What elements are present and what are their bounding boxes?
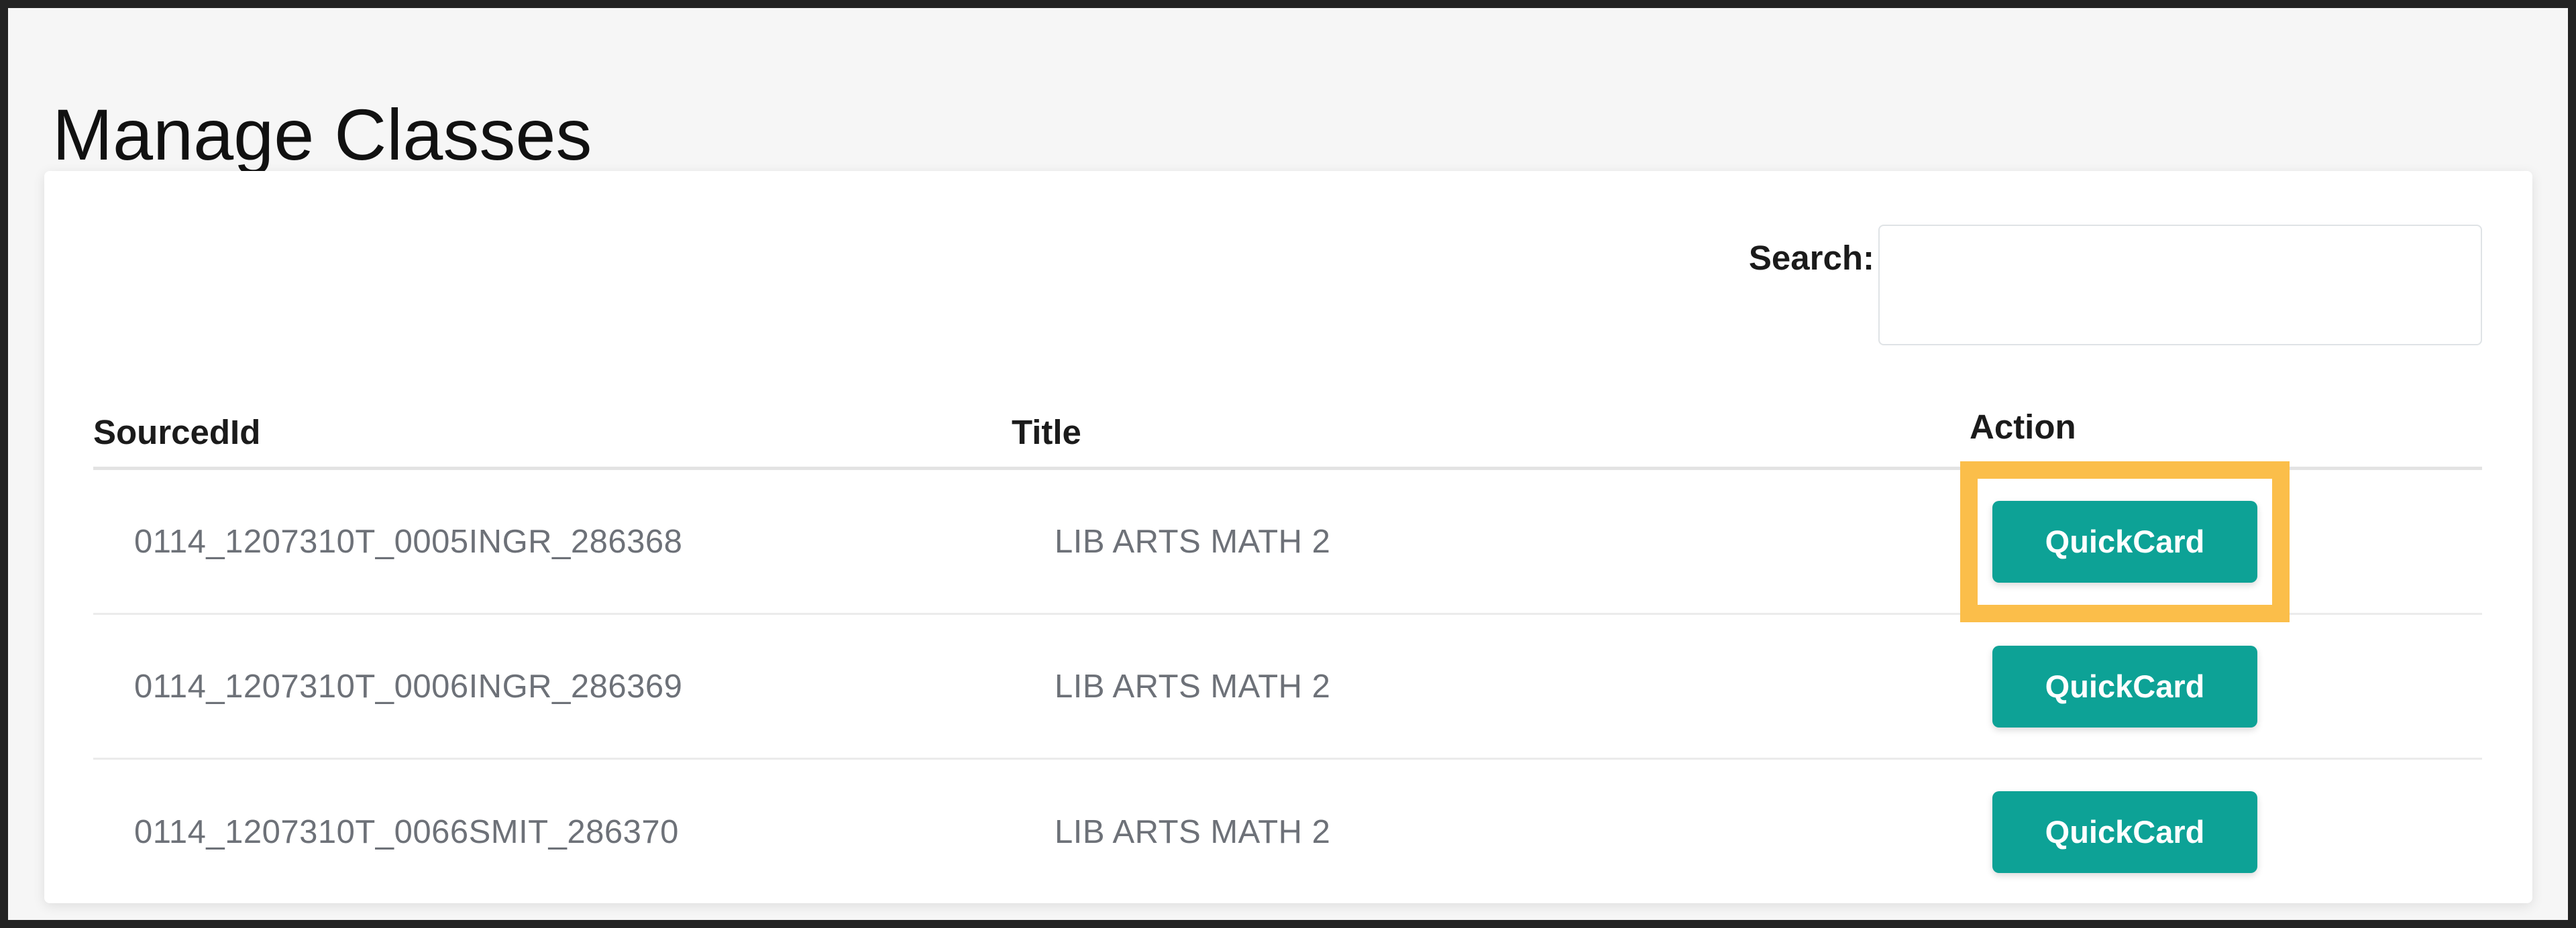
column-header-sourcedid[interactable]: SourcedId [93,413,261,451]
quickcard-button[interactable]: QuickCard [1992,645,2257,728]
search-label: Search: [1748,239,1874,277]
table-row: 0114_1207310T_0066SMIT_286370 LIB ARTS M… [93,760,2482,904]
title-cell: LIB ARTS MATH 2 [1055,813,1331,850]
sourcedid-cell: 0114_1207310T_0066SMIT_286370 [134,813,679,850]
column-header-action: Action [1970,408,2076,446]
page-title: Manage Classes [52,94,592,176]
search-input[interactable] [1878,225,2482,345]
page-background: Manage Classes Search: SourcedId Title A… [8,8,2568,920]
title-cell: LIB ARTS MATH 2 [1055,523,1331,560]
quickcard-button[interactable]: QuickCard [1992,791,2257,873]
table-body: 0114_1207310T_0005INGR_286368 LIB ARTS M… [93,470,2482,904]
sourcedid-cell: 0114_1207310T_0006INGR_286369 [134,668,683,705]
table-row: 0114_1207310T_0005INGR_286368 LIB ARTS M… [93,470,2482,615]
action-cell: QuickCard [1992,791,2257,873]
quickcard-button[interactable]: QuickCard [1992,500,2257,583]
column-header-title[interactable]: Title [1012,413,1081,451]
table-header-row: SourcedId Title Action [93,407,2482,470]
table-row: 0114_1207310T_0006INGR_286369 LIB ARTS M… [93,615,2482,760]
sourcedid-cell: 0114_1207310T_0005INGR_286368 [134,523,683,560]
action-cell: QuickCard [1992,500,2257,583]
action-cell: QuickCard [1992,645,2257,728]
title-cell: LIB ARTS MATH 2 [1055,668,1331,705]
classes-card: Search: SourcedId Title Action 0114_1207… [44,171,2532,903]
